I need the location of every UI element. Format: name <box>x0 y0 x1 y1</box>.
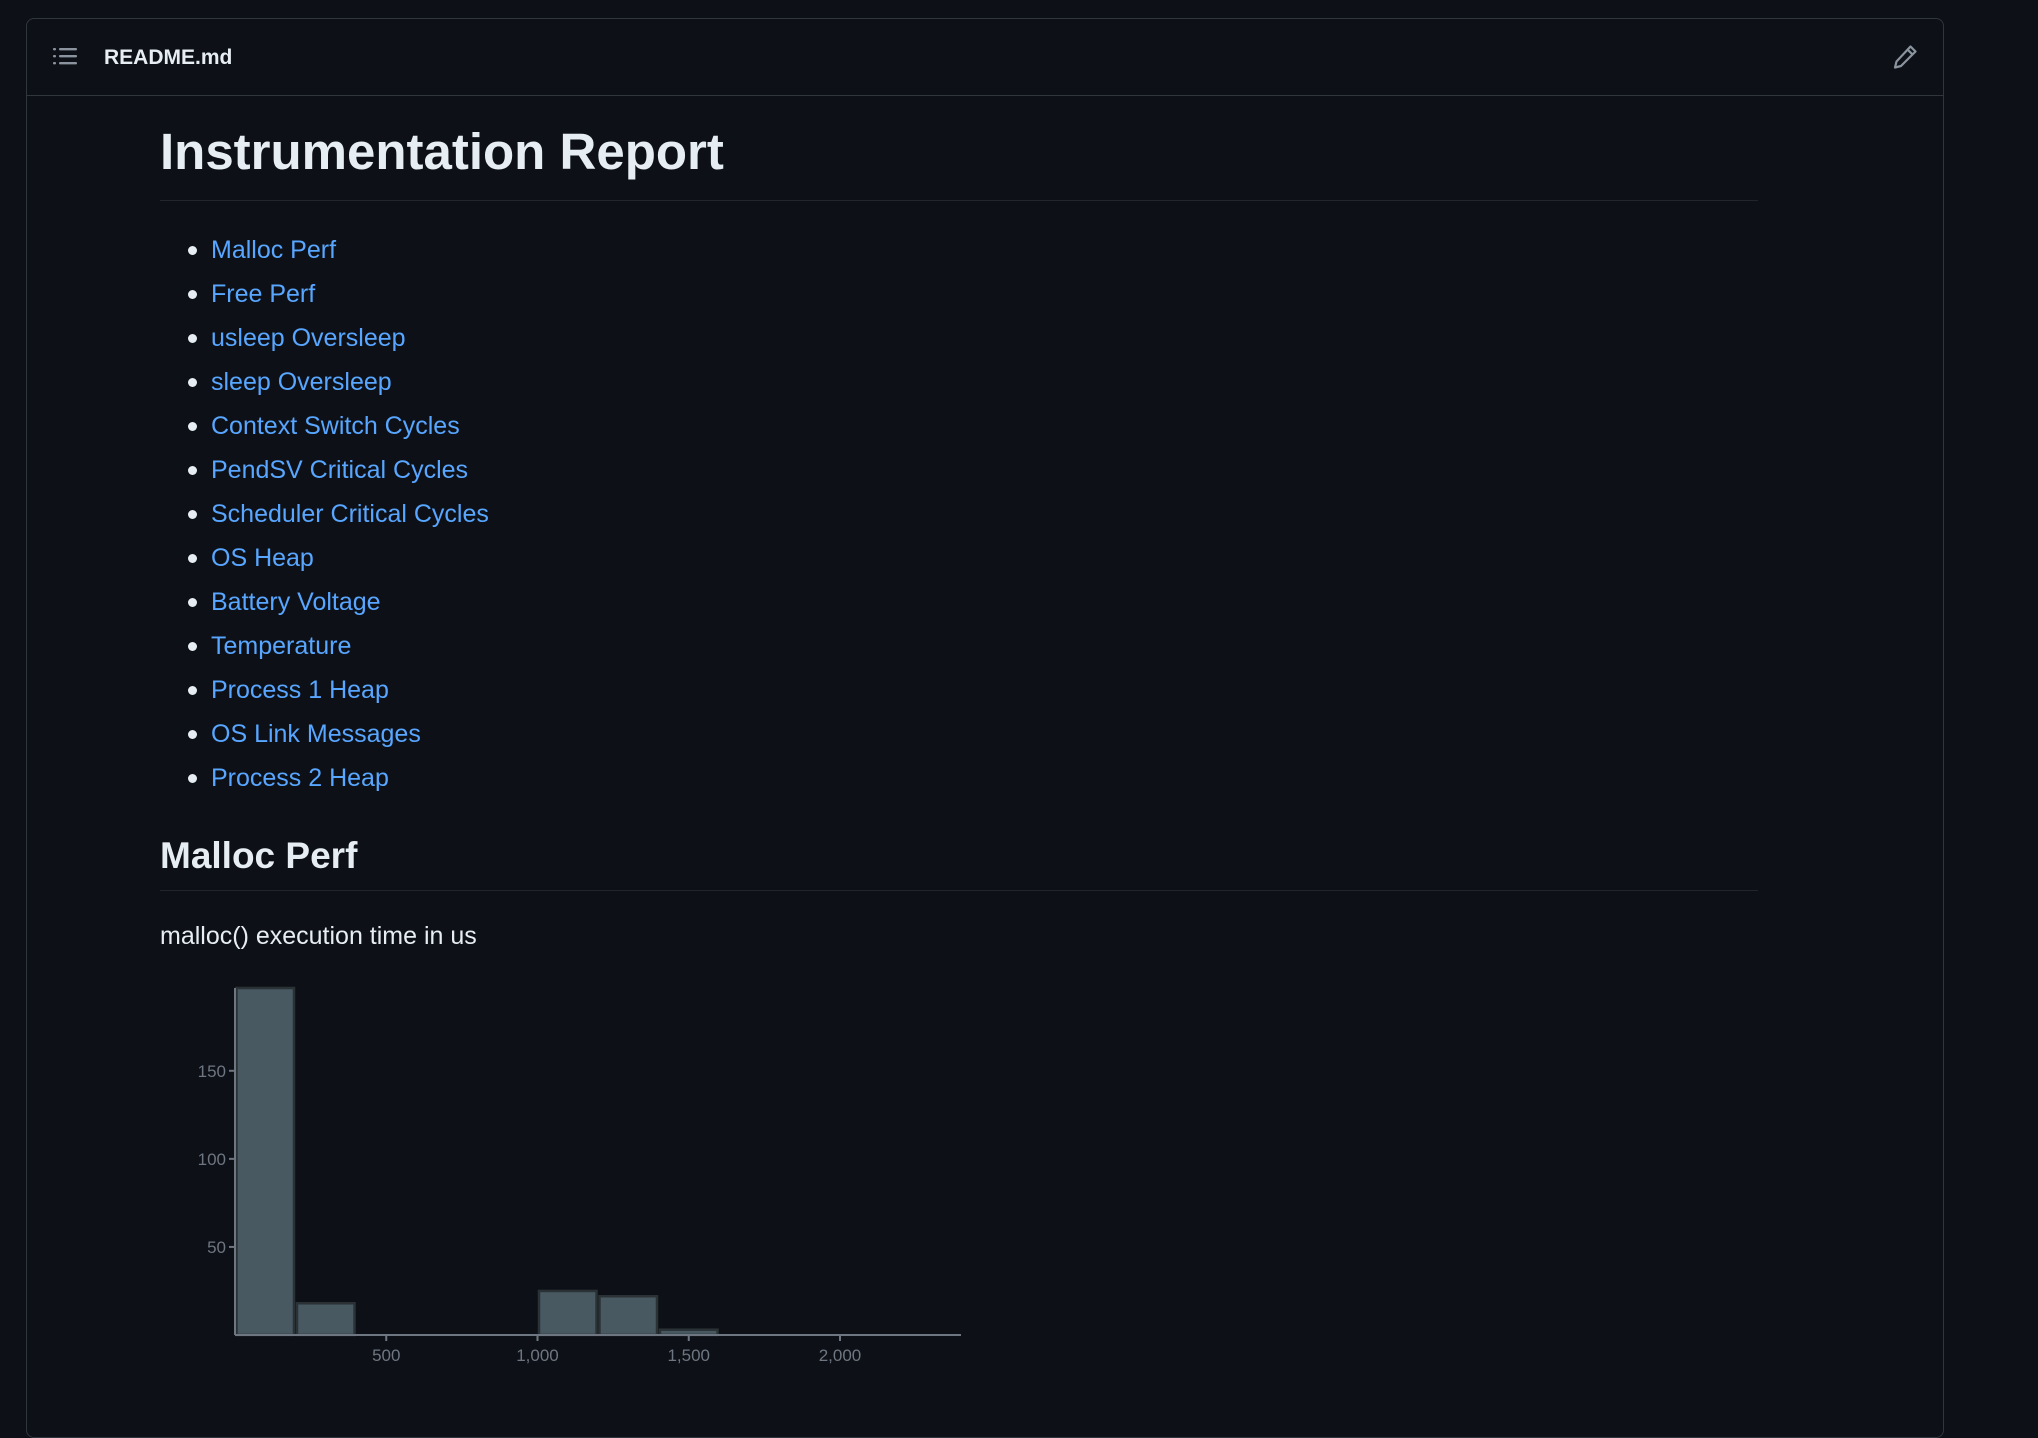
toc-item: Battery Voltage <box>160 580 489 624</box>
pencil-icon[interactable] <box>1889 41 1921 73</box>
page-title: Instrumentation Report <box>160 123 724 180</box>
title-divider <box>160 200 1758 201</box>
histogram-bar-6 <box>598 1294 659 1337</box>
toc-link-os-heap[interactable]: OS Heap <box>211 544 314 572</box>
readme-header: README.md <box>27 19 1943 96</box>
y-tick-label: 150 <box>198 1062 226 1081</box>
toc-item: Process 1 Heap <box>160 668 489 712</box>
toc-link-free-perf[interactable]: Free Perf <box>211 280 316 308</box>
section-divider <box>160 890 1758 891</box>
x-tick-label: 2,000 <box>819 1346 862 1365</box>
section-heading-malloc-perf: Malloc Perf <box>160 835 358 876</box>
y-tick-label: 100 <box>198 1150 226 1169</box>
section-description: malloc() execution time in us <box>160 922 477 950</box>
toc-link-usleep-oversleep[interactable]: usleep Oversleep <box>211 324 406 352</box>
malloc-histogram-chart: 500 1,000 1,500 2,000 50 100 150 <box>198 986 961 1365</box>
x-tick-label: 1,000 <box>516 1346 559 1365</box>
y-tick-label: 50 <box>207 1238 226 1257</box>
toc-item: OS Heap <box>160 536 489 580</box>
histogram-bars <box>235 986 719 1337</box>
histogram-bar-0 <box>235 986 296 1337</box>
toc-item: Free Perf <box>160 272 489 316</box>
toc-item: Malloc Perf <box>160 228 489 272</box>
readme-filename[interactable]: README.md <box>104 46 233 69</box>
toc-link-malloc-perf[interactable]: Malloc Perf <box>211 236 337 264</box>
histogram-bar-1 <box>295 1302 356 1337</box>
toc-link-process-1-heap[interactable]: Process 1 Heap <box>211 676 389 704</box>
toc-link-sleep-oversleep[interactable]: sleep Oversleep <box>211 368 392 396</box>
toc-link-context-switch-cycles[interactable]: Context Switch Cycles <box>211 412 460 440</box>
toc-item: usleep Oversleep <box>160 316 489 360</box>
toc-link-process-2-heap[interactable]: Process 2 Heap <box>211 764 389 792</box>
toc-item: Process 2 Heap <box>160 756 489 800</box>
toc-item: OS Link Messages <box>160 712 489 756</box>
histogram-axes: 500 1,000 1,500 2,000 50 100 150 <box>198 988 961 1365</box>
readme-panel: README.md <box>26 18 1944 1438</box>
toc-link-battery-voltage[interactable]: Battery Voltage <box>211 588 381 616</box>
toc-item: Temperature <box>160 624 489 668</box>
table-of-contents: Malloc Perf Free Perf usleep Oversleep s… <box>160 228 489 800</box>
histogram-bar-5 <box>537 1289 598 1337</box>
toc-item: PendSV Critical Cycles <box>160 448 489 492</box>
toc-item: Context Switch Cycles <box>160 404 489 448</box>
toc-link-temperature[interactable]: Temperature <box>211 632 352 660</box>
toc-item: Scheduler Critical Cycles <box>160 492 489 536</box>
toc-link-os-link-messages[interactable]: OS Link Messages <box>211 720 421 748</box>
toc-link-pendsv-critical-cycles[interactable]: PendSV Critical Cycles <box>211 456 469 484</box>
toc-item: sleep Oversleep <box>160 360 489 404</box>
list-unordered-icon[interactable] <box>49 41 81 73</box>
toc-link-scheduler-critical-cycles[interactable]: Scheduler Critical Cycles <box>211 500 489 528</box>
x-tick-label: 1,500 <box>667 1346 710 1365</box>
x-tick-label: 500 <box>372 1346 400 1365</box>
